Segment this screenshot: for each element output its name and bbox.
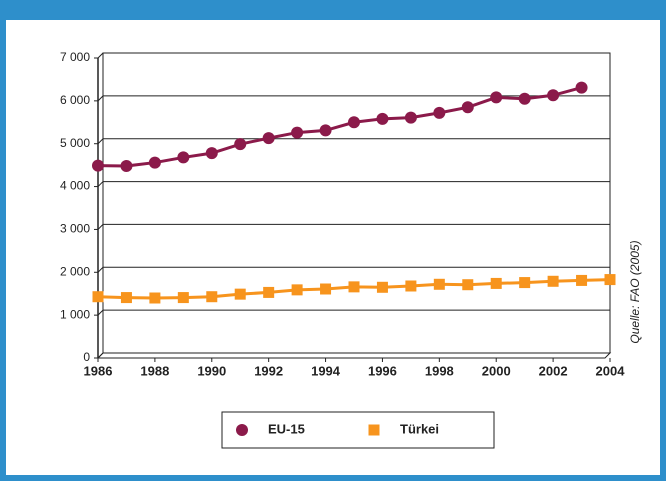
- x-tick-label: 1994: [311, 363, 341, 378]
- point: [92, 291, 104, 303]
- legend-marker: [368, 424, 380, 436]
- point: [490, 277, 502, 289]
- x-tick-label: 1988: [140, 363, 169, 378]
- x-tick-label: 2004: [596, 363, 626, 378]
- y-tick-label: 0: [83, 350, 90, 364]
- point: [490, 91, 503, 104]
- point: [291, 126, 304, 139]
- grid-line: [97, 352, 610, 359]
- point: [120, 160, 133, 172]
- x-tick-label: 1986: [84, 363, 113, 378]
- point: [518, 92, 531, 105]
- point: [177, 151, 190, 164]
- point: [576, 274, 588, 286]
- y-tick-label: 4 000: [60, 179, 90, 193]
- point: [234, 288, 246, 300]
- x-tick-label: 1998: [425, 363, 454, 378]
- y-tick-label: 2 000: [60, 264, 90, 278]
- legend-label: EU-15: [268, 421, 305, 436]
- point: [404, 111, 417, 124]
- point: [148, 156, 161, 169]
- point: [547, 89, 560, 102]
- point: [433, 106, 446, 119]
- grid-line: [97, 223, 610, 230]
- y-tick-label: 6 000: [60, 93, 90, 107]
- point: [320, 283, 332, 295]
- point: [348, 281, 360, 293]
- point: [376, 112, 389, 125]
- x-tick-label: 1996: [368, 363, 397, 378]
- grid-line: [97, 266, 610, 273]
- point: [405, 280, 417, 292]
- legend-label: Türkei: [400, 421, 439, 436]
- point: [234, 138, 247, 151]
- x-tick-label: 2002: [539, 363, 568, 378]
- y-tick-label: 1 000: [60, 307, 90, 321]
- point: [575, 81, 588, 94]
- legend-marker: [236, 424, 248, 436]
- point: [376, 281, 388, 293]
- point: [206, 291, 218, 303]
- point: [547, 275, 559, 287]
- grid-line: [97, 95, 610, 102]
- point: [177, 292, 189, 304]
- point: [348, 116, 360, 129]
- grid-line: [97, 138, 610, 145]
- y-tick-label: 7 000: [60, 50, 90, 64]
- point: [433, 278, 445, 290]
- point: [319, 124, 332, 137]
- source: Quelle: FAO (2005): [628, 240, 642, 343]
- y-tick-label: 5 000: [60, 136, 90, 150]
- point: [149, 292, 161, 304]
- point: [519, 277, 531, 289]
- point: [462, 279, 474, 291]
- x-tick-label: 1990: [197, 363, 226, 378]
- legend-box: [221, 411, 495, 449]
- grid-line: [97, 309, 610, 316]
- point: [205, 147, 218, 160]
- point: [263, 286, 275, 298]
- point: [461, 101, 474, 114]
- point: [120, 292, 132, 304]
- y-tick-label: 3 000: [60, 222, 90, 236]
- grid-line: [97, 181, 610, 187]
- plot-floor: [96, 352, 612, 359]
- x-tick-label: 2000: [482, 363, 511, 378]
- point: [262, 132, 275, 145]
- point: [92, 159, 104, 172]
- x-tick-label: 1992: [254, 363, 283, 378]
- point: [604, 274, 616, 286]
- point: [291, 284, 303, 296]
- grid-line: [97, 52, 610, 59]
